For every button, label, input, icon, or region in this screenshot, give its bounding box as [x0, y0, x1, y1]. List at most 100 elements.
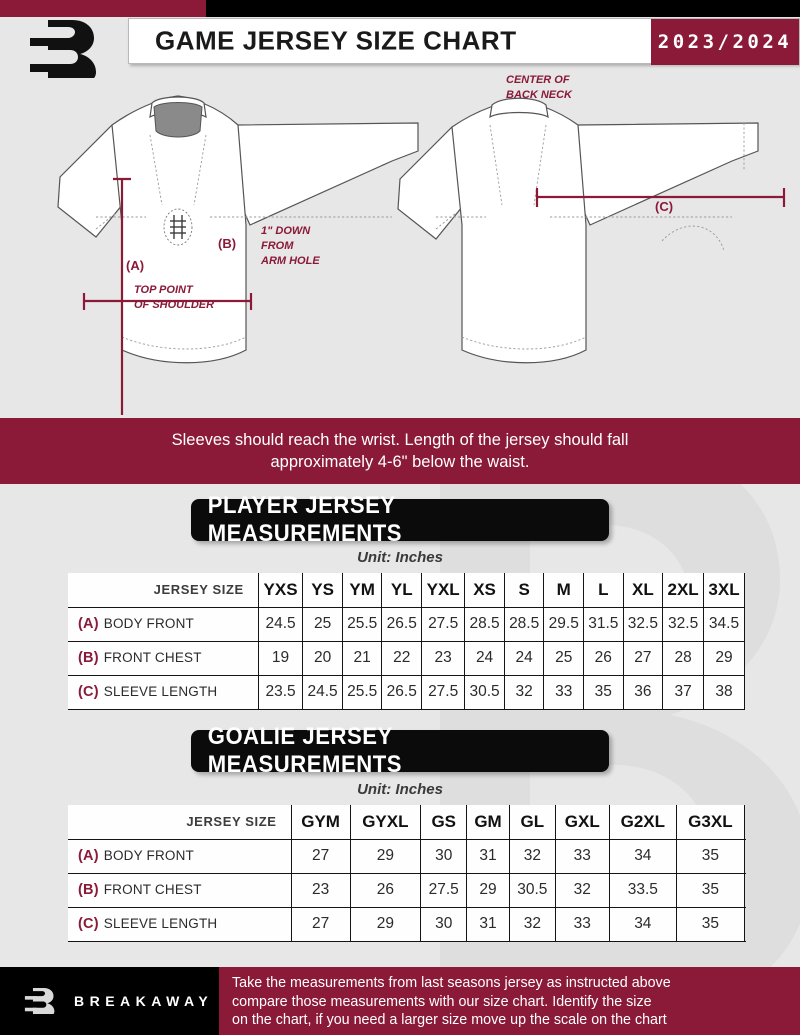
- cell: 32.5: [662, 606, 705, 642]
- table-header-row: JERSEY SIZE GYM GYXL GS GM GL GXL G2XL G…: [68, 805, 745, 840]
- column-header-2xl: 2XL: [662, 573, 705, 608]
- footer-brand-block: BREAKAWAY: [0, 967, 219, 1035]
- cell: 30.5: [464, 674, 505, 710]
- season-badge: 2023/2024: [651, 19, 799, 65]
- table-row: (C) SLEEVE LENGTH 27 29 30 31 32 33 34 35: [68, 906, 745, 942]
- column-header-xl: XL: [622, 573, 664, 608]
- cell: 27.5: [420, 872, 468, 908]
- cell: 29: [349, 838, 422, 874]
- cell: 26: [349, 872, 422, 908]
- svg-text:CENTER OF: CENTER OF: [506, 74, 570, 86]
- column-header-ys: YS: [302, 573, 343, 608]
- goalie-row-label-c: (C) SLEEVE LENGTH: [68, 906, 292, 942]
- header-top-strip-accent: [0, 0, 206, 17]
- cell: 31: [466, 838, 510, 874]
- cell: 31.5: [583, 606, 624, 642]
- column-header-gym: GYM: [290, 805, 351, 840]
- cell: 34.5: [703, 606, 745, 642]
- column-header-ym: YM: [341, 573, 383, 608]
- cell: 24: [503, 640, 545, 676]
- cell: 29: [466, 872, 510, 908]
- cell: 38: [703, 674, 745, 710]
- title-bar: GAME JERSEY SIZE CHART 2023/2024: [128, 18, 800, 65]
- cell: 24.5: [302, 674, 343, 710]
- cell: 27: [622, 640, 664, 676]
- fit-note-line-1: Sleeves should reach the wrist. Length o…: [171, 431, 629, 449]
- goalie-row-label-b: (B) FRONT CHEST: [68, 872, 292, 908]
- goalie-section-heading: GOALIE JERSEY MEASUREMENTS: [191, 723, 609, 778]
- row-tag-a: (A): [78, 848, 99, 864]
- cell: 32: [503, 674, 545, 710]
- cell: 33.5: [608, 872, 678, 908]
- cell: 31: [466, 906, 510, 942]
- column-header-g2xl: G2XL: [608, 805, 678, 840]
- dimension-label-c: (C) CENTER OF BACK NECK: [506, 74, 673, 214]
- cell: 34: [608, 906, 678, 942]
- player-row-label-a: (A) BODY FRONT: [68, 606, 259, 642]
- cell: 32: [508, 838, 557, 874]
- row-label-a: BODY FRONT: [103, 616, 194, 631]
- column-header-gxl: GXL: [555, 805, 610, 840]
- goalie-measurements-table: JERSEY SIZE GYM GYXL GS GM GL GXL G2XL G…: [68, 805, 745, 942]
- fit-note-banner: Sleeves should reach the wrist. Length o…: [0, 418, 800, 484]
- column-header-blank: [743, 805, 745, 840]
- cell: 23: [421, 640, 466, 676]
- table-row: (A) BODY FRONT 24.5 25 25.5 26.5 27.5 28.…: [68, 606, 745, 642]
- player-unit-label: Unit: Inches: [357, 549, 443, 566]
- table-row: (C) SLEEVE LENGTH 23.5 24.5 25.5 26.5 27.…: [68, 674, 745, 710]
- season-label: 2023/2024: [657, 31, 793, 53]
- svg-text:BACK NECK: BACK NECK: [506, 89, 573, 101]
- footer-brand-label: BREAKAWAY: [74, 993, 214, 1009]
- cell-blank: [743, 906, 745, 942]
- jersey-front-view: [57, 95, 419, 415]
- goalie-row-label-a: (A) BODY FRONT: [68, 838, 292, 874]
- cell-blank: [743, 872, 745, 908]
- column-header-m: M: [543, 573, 585, 608]
- goalie-row-header-label: JERSEY SIZE: [68, 805, 292, 840]
- column-header-gl: GL: [508, 805, 557, 840]
- cell: 29: [703, 640, 745, 676]
- cell: 33: [555, 906, 610, 942]
- cell: 30: [420, 838, 468, 874]
- table-header-row: JERSEY SIZE YXS YS YM YL YXL XS S M L XL…: [68, 573, 745, 608]
- cell: 21: [341, 640, 383, 676]
- goalie-section-heading-label: GOALIE JERSEY MEASUREMENTS: [207, 723, 403, 778]
- cell: 35: [676, 906, 745, 942]
- cell: 27.5: [421, 606, 466, 642]
- row-label-b: FRONT CHEST: [103, 650, 202, 665]
- cell: 29: [349, 906, 422, 942]
- column-header-l: L: [583, 573, 624, 608]
- svg-text:ARM HOLE: ARM HOLE: [260, 255, 320, 267]
- table-row: (B) FRONT CHEST 23 26 27.5 29 30.5 32 33.…: [68, 872, 745, 908]
- footer: BREAKAWAY Take the measurements from las…: [0, 967, 800, 1035]
- svg-text:1" DOWN: 1" DOWN: [261, 225, 311, 237]
- cell: 34: [608, 838, 678, 874]
- table-row: (A) BODY FRONT 27 29 30 31 32 33 34 35: [68, 838, 745, 874]
- page-title: GAME JERSEY SIZE CHART: [155, 25, 517, 56]
- header-bar: GAME JERSEY SIZE CHART 2023/2024: [0, 17, 800, 65]
- cell: 24.5: [257, 606, 304, 642]
- cell: 32: [555, 872, 610, 908]
- column-header-gm: GM: [466, 805, 510, 840]
- table-row: (B) FRONT CHEST 19 20 21 22 23 24 24 25 2…: [68, 640, 745, 676]
- row-label-c: SLEEVE LENGTH: [103, 684, 218, 699]
- cell: 27.5: [421, 674, 466, 710]
- dimension-label-a: (A) TOP POINT OF SHOULDER: [126, 258, 214, 311]
- player-row-header-label: JERSEY SIZE: [68, 573, 259, 608]
- row-label-b: FRONT CHEST: [103, 882, 202, 897]
- row-tag-b: (B): [78, 650, 99, 666]
- column-header-xs: XS: [464, 573, 505, 608]
- cell: 26.5: [381, 606, 423, 642]
- fit-note-line-2: approximately 4-6" below the waist.: [270, 453, 530, 471]
- cell: 37: [662, 674, 705, 710]
- player-row-label-b: (B) FRONT CHEST: [68, 640, 259, 676]
- player-measurements-table: JERSEY SIZE YXS YS YM YL YXL XS S M L XL…: [68, 573, 745, 710]
- column-header-yxl: YXL: [421, 573, 466, 608]
- svg-text:TOP POINT: TOP POINT: [134, 284, 194, 296]
- dimension-label-b: (B) 1" DOWN FROM ARM HOLE: [218, 225, 320, 267]
- cell: 32.5: [622, 606, 664, 642]
- footer-instruction-line-3: on the chart, if you need a larger size …: [232, 1012, 667, 1028]
- header-top-strip: [0, 0, 800, 17]
- svg-text:OF SHOULDER: OF SHOULDER: [134, 299, 214, 311]
- footer-instructions: Take the measurements from last seasons …: [219, 967, 800, 1035]
